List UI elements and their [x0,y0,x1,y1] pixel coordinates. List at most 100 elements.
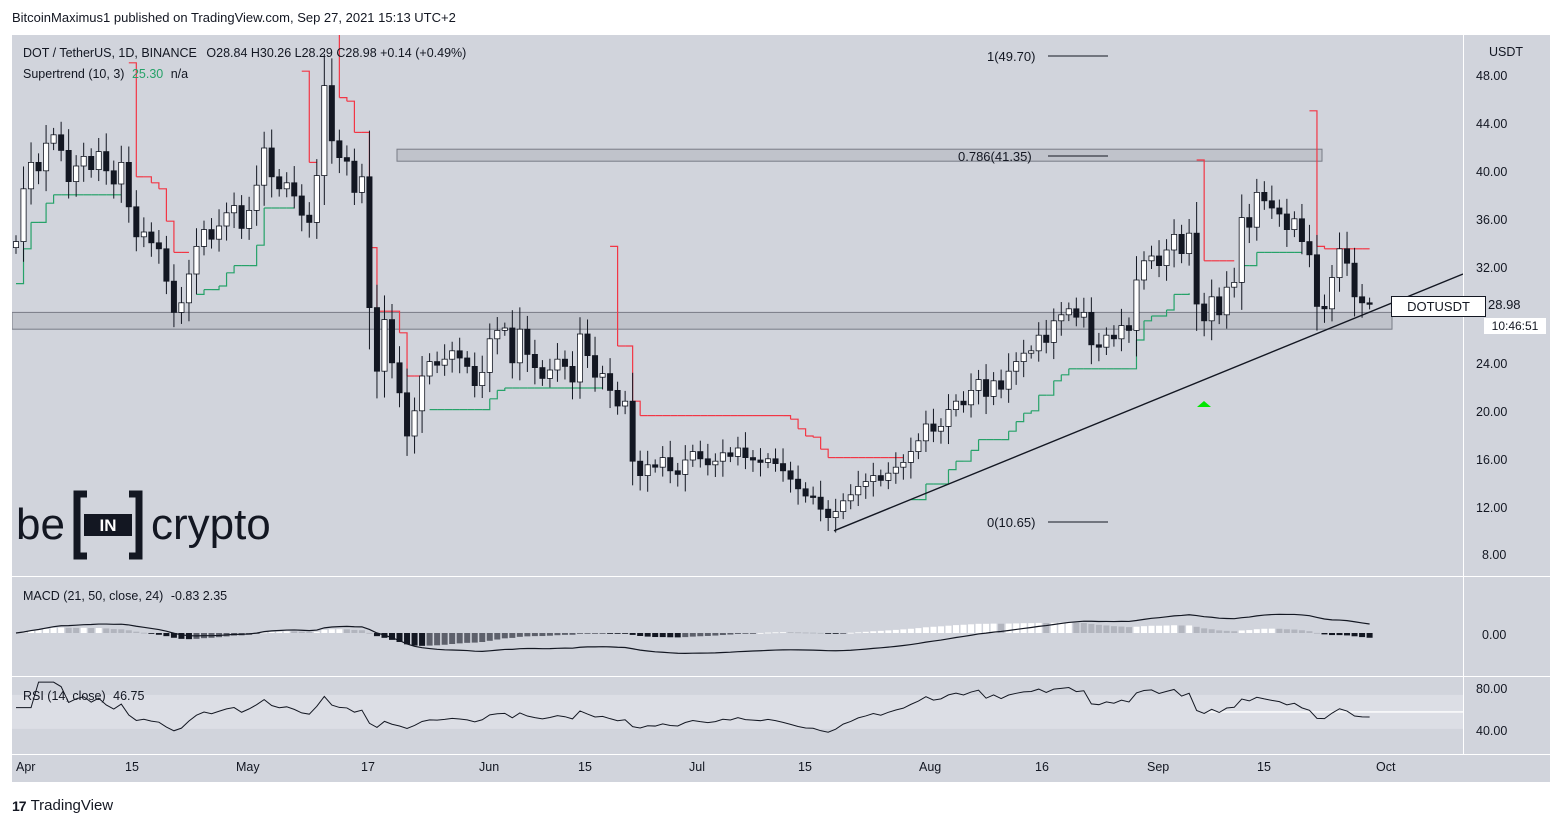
rsi-axis[interactable]: 80.00 40.00 [1464,677,1550,754]
candle-body [1163,249,1170,266]
macd-histogram-bar [855,632,862,634]
candle-body [734,447,741,457]
price-chart [12,35,1463,533]
macd-histogram-bar [1291,629,1298,633]
macd-histogram-bar [1186,625,1193,633]
macd-histogram-bar [554,633,561,636]
candle-body [975,379,982,391]
candle-body [1329,277,1336,310]
candle-body [607,373,614,391]
price-tick: 24.00 [1476,357,1508,371]
candle-body [133,206,140,238]
macd-legend[interactable]: MACD (21, 50, close, 24) -0.83 2.35 [23,589,227,603]
supertrend-legend[interactable]: Supertrend (10, 3) 25.30 n/a [23,67,188,81]
supertrend-segment [158,188,167,222]
macd-histogram-bar [313,631,320,633]
macd-histogram-bar [276,631,283,633]
symbol-price-tag[interactable]: DOTUSDT [1391,296,1486,317]
macd-histogram-bar [110,629,117,633]
footer-label: TradingView [30,797,114,814]
candle-body [336,140,343,159]
macd-histogram-bar [441,633,448,645]
tradingview-logo-icon: 17 [12,797,27,814]
candle-body [1313,254,1320,307]
macd-histogram-bar [1058,622,1065,633]
symbol-label[interactable]: DOT / TetherUS, 1D, BINANCE [23,46,197,60]
candle-body [1005,370,1012,390]
macd-histogram-bar [155,633,162,635]
macd-histogram-bar [125,630,132,633]
candle-body [1223,286,1230,316]
supertrend-value: 25.30 [131,67,164,81]
macd-histogram-bar [291,631,298,633]
time-axis[interactable]: Apr 15 May 17 Jun 15 Jul 15 Aug 16 Sep 1… [12,755,1463,782]
macd-histogram-bar [1065,622,1072,633]
macd-panel[interactable] [12,577,1464,676]
macd-histogram-bar [1366,633,1373,638]
macd-histogram-bar [50,627,57,633]
supertrend-segment [346,100,355,133]
macd-histogram-bar [667,633,674,638]
macd-histogram-bar [945,625,952,633]
candle-body [193,245,200,275]
macd-histogram-bar [343,629,350,633]
candle-body [313,175,320,223]
candle-body [531,353,538,368]
macd-histogram-bar [592,633,599,634]
macd-histogram-bar [584,633,591,634]
supertrend-segment [1309,110,1318,247]
candle-body [155,242,162,250]
rsi-panel[interactable] [12,677,1464,754]
candle-body [998,380,1005,390]
macd-histogram-bar [471,633,478,643]
macd-histogram-bar [825,633,832,634]
supertrend-segment [971,439,980,451]
macd-histogram-bar [546,633,553,636]
publish-info: BitcoinMaximus1 published on TradingView… [12,10,456,25]
macd-histogram-bar [539,633,546,637]
candle-body [404,392,411,437]
candle-body [1261,191,1268,202]
supertrend-segment [1159,310,1168,317]
panel-divider-1[interactable] [12,576,1550,577]
time-tick: 15 [1257,760,1271,774]
candle-body [644,464,651,476]
candle-body [283,182,290,190]
macd-histogram-bar [892,629,899,633]
candle-body [1073,308,1080,318]
supertrend-segment [1001,431,1010,441]
candle-body [125,162,132,208]
brand-mark-text: IN [99,516,116,535]
candle-body [200,229,207,247]
candle-body [486,338,493,373]
supertrend-segment [963,450,972,462]
currency-label: USDT [1489,45,1524,59]
macd-histogram-bar [1359,633,1366,638]
candle-body [937,425,944,432]
time-tick: Oct [1376,760,1396,774]
rsi-legend[interactable]: RSI (14, close) 46.75 [23,689,144,703]
macd-histogram-bar [727,633,734,635]
macd-histogram-bar [922,627,929,633]
panel-divider-2[interactable] [12,676,1550,677]
macd-histogram-bar [261,632,268,634]
candle-body [373,307,380,372]
macd-histogram-bar [915,628,922,633]
price-panel[interactable] [12,35,1464,576]
macd-histogram-bar [351,629,358,633]
candle-body [742,447,749,459]
macd-histogram-bar [65,627,72,633]
macd-axis[interactable]: 0.00 [1464,577,1550,676]
candle-body [960,400,967,406]
candle-body [749,457,756,461]
candle-body [1246,217,1253,228]
macd-histogram-bar [35,630,42,633]
candle-body [622,400,629,407]
footer[interactable]: 17 TradingView [12,797,113,814]
candle-body [1148,255,1155,262]
macd-histogram-bar [1125,627,1132,633]
candle-body [1344,248,1351,264]
candle-body [148,231,155,244]
macd-histogram-bar [306,632,313,633]
supertrend-segment [399,332,408,376]
